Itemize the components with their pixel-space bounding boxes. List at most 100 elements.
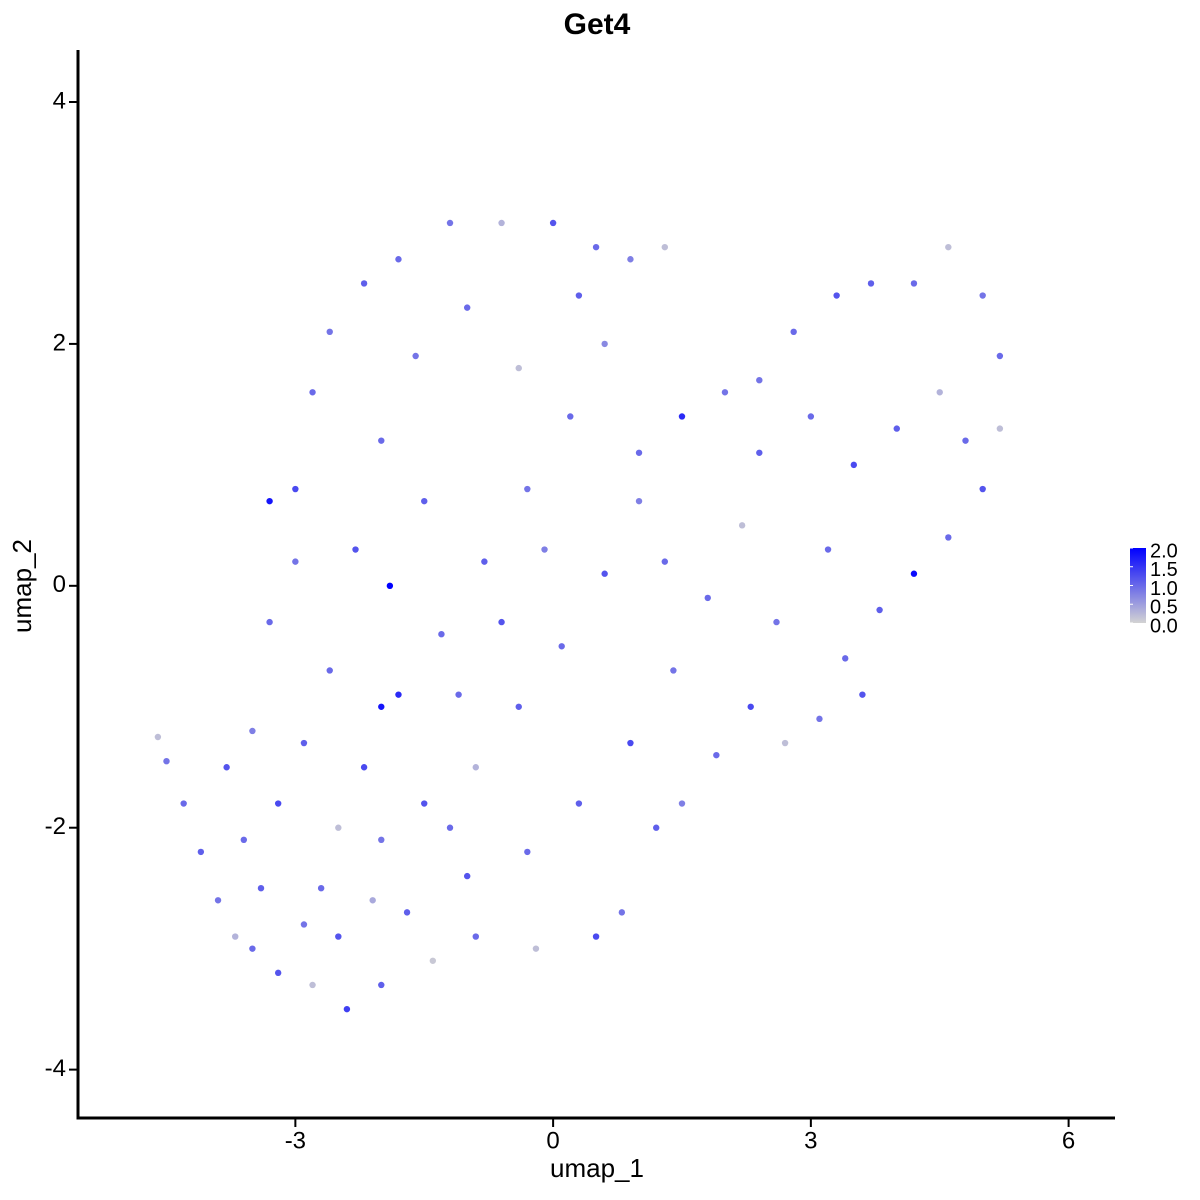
point <box>326 667 333 674</box>
point <box>455 691 462 698</box>
point <box>481 558 488 565</box>
point <box>661 243 669 251</box>
point <box>601 570 608 577</box>
point <box>352 546 359 553</box>
point <box>996 425 1004 432</box>
x-axis-label: umap_1 <box>550 1153 644 1183</box>
point <box>309 981 316 989</box>
point <box>816 715 823 723</box>
point <box>747 703 754 710</box>
point <box>257 884 265 892</box>
colorbar-tick-label: 2.0 <box>1150 540 1178 562</box>
point <box>498 219 505 227</box>
point <box>515 364 522 372</box>
point <box>249 945 256 952</box>
point <box>592 933 600 940</box>
point <box>463 872 471 880</box>
colorbar <box>1130 548 1146 623</box>
point <box>395 691 402 698</box>
point <box>653 824 660 831</box>
point <box>180 800 187 807</box>
point <box>343 1005 351 1013</box>
point <box>463 304 471 311</box>
x-tick-label: 3 <box>804 1127 817 1154</box>
point <box>859 691 866 698</box>
point <box>635 497 643 505</box>
point <box>627 256 634 263</box>
point <box>300 739 308 747</box>
point <box>446 219 454 227</box>
point <box>549 219 557 227</box>
point <box>627 739 634 747</box>
point <box>524 848 531 856</box>
point <box>979 292 986 299</box>
point <box>472 933 479 940</box>
point <box>472 764 479 771</box>
point <box>738 522 746 529</box>
point <box>773 618 780 626</box>
chart-title: Get4 <box>564 8 631 41</box>
y-tick-label: -2 <box>45 813 66 840</box>
point <box>704 594 711 602</box>
point <box>524 485 531 493</box>
point <box>274 800 282 807</box>
colorbar-tick-label: 1.0 <box>1150 578 1178 600</box>
point <box>721 389 729 396</box>
point <box>223 764 230 771</box>
colorbar-tick-label: 0.0 <box>1150 615 1178 637</box>
point <box>292 558 299 565</box>
point <box>678 413 686 420</box>
x-tick-label: 0 <box>546 1127 559 1154</box>
point <box>335 824 342 831</box>
point <box>266 497 273 505</box>
point <box>618 909 626 916</box>
y-tick-label: 0 <box>53 571 66 598</box>
point <box>678 800 686 807</box>
point <box>335 933 342 940</box>
point <box>232 933 239 940</box>
point <box>421 497 428 505</box>
point <box>807 413 815 420</box>
point <box>833 292 840 299</box>
point <box>670 667 677 674</box>
point <box>945 243 952 251</box>
y-tick-label: 2 <box>53 329 66 356</box>
point <box>532 945 540 952</box>
point <box>979 485 986 493</box>
colorbar-tick-label: 1.5 <box>1150 559 1178 581</box>
point <box>601 340 608 348</box>
point <box>309 389 316 396</box>
point <box>876 606 883 614</box>
point <box>378 437 385 444</box>
point <box>300 921 308 928</box>
point <box>936 389 943 396</box>
point <box>163 757 170 765</box>
point <box>240 836 248 844</box>
point <box>266 618 273 626</box>
point <box>412 352 419 360</box>
point <box>249 727 256 735</box>
point <box>421 800 428 807</box>
point <box>326 328 333 336</box>
point <box>824 546 832 553</box>
x-tick-label: -3 <box>285 1127 306 1154</box>
point <box>945 534 952 541</box>
y-axis-label: umap_2 <box>7 539 37 633</box>
y-tick-label: -4 <box>45 1055 66 1082</box>
point <box>395 256 402 263</box>
y-tick-label: 4 <box>53 87 66 114</box>
point <box>713 751 720 759</box>
point <box>558 643 565 650</box>
point <box>378 703 385 710</box>
point <box>378 836 385 844</box>
point <box>438 630 445 638</box>
point <box>197 848 205 856</box>
point <box>867 280 875 287</box>
point <box>661 558 669 565</box>
point <box>214 897 222 904</box>
point <box>386 582 394 590</box>
point <box>515 703 522 710</box>
point <box>360 280 368 287</box>
point <box>635 449 643 456</box>
